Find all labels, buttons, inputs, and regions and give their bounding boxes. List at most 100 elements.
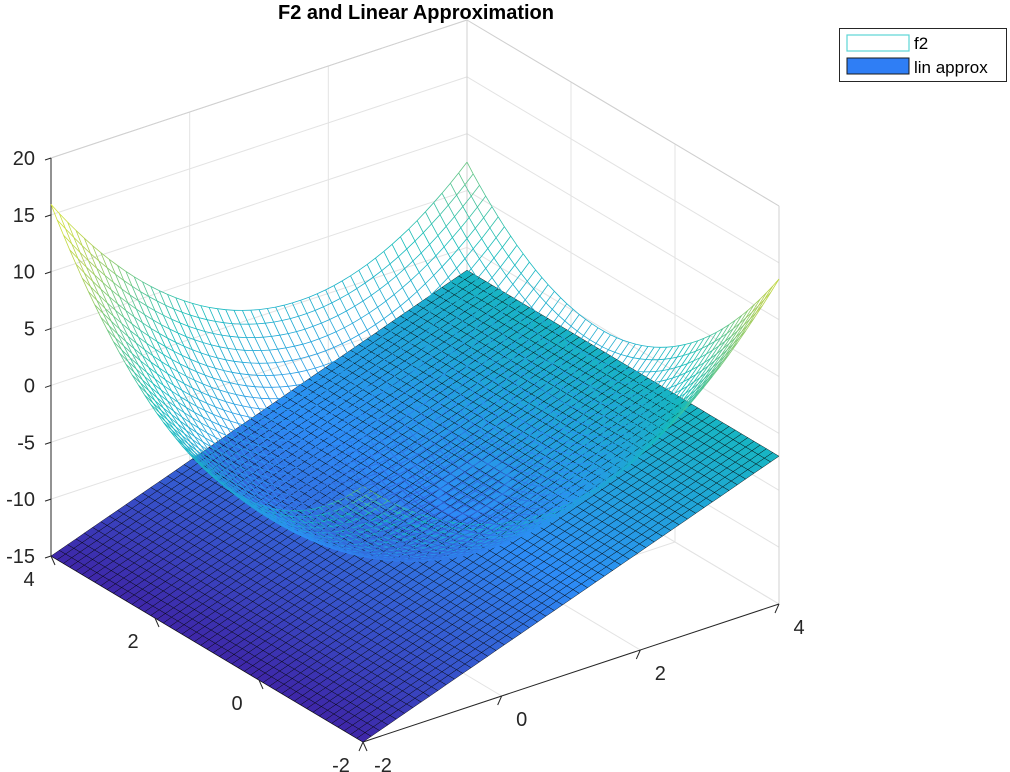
f2-mesh-line (258, 363, 266, 376)
f2-mesh-line (177, 423, 185, 434)
f2-mesh-line (88, 291, 96, 305)
f2-mesh-line (86, 266, 93, 282)
f2-mesh-line (396, 504, 405, 509)
f2-mesh-line (398, 512, 407, 517)
f2-mesh-line (133, 316, 141, 331)
f2-mesh-line (123, 345, 131, 358)
f2-mesh-line (377, 516, 387, 522)
box-edge-1 (466, 19, 780, 207)
f2-mesh-line (248, 374, 256, 387)
f2-mesh-line (81, 245, 89, 261)
f2-mesh-line (770, 278, 780, 293)
f2-mesh-line (208, 307, 216, 322)
f2-mesh-line (131, 353, 139, 366)
f2-mesh-line (194, 436, 202, 446)
f2-mesh-line (158, 394, 166, 405)
f2-mesh-line (231, 323, 239, 338)
f2-mesh-line (65, 228, 73, 245)
f2-mesh-line (441, 531, 451, 534)
f2-mesh-line (651, 424, 661, 435)
f2-mesh-line (283, 515, 291, 517)
f2-mesh-line (718, 333, 728, 347)
f2-mesh-line (231, 372, 239, 385)
f2-mesh-line (181, 416, 189, 428)
f2-mesh-line (88, 260, 96, 276)
f2-mesh-line (367, 504, 376, 510)
f2-mesh-line (697, 353, 707, 367)
gridline-z-right-5 (466, 133, 780, 321)
f2-mesh-line (104, 275, 112, 291)
f2-mesh-line (223, 370, 231, 383)
f2-mesh-line (208, 450, 216, 460)
f2-mesh-line (119, 352, 127, 365)
f2-mesh-line (668, 403, 678, 415)
f2-mesh-line (169, 396, 177, 408)
f2-mesh-line (121, 323, 129, 337)
f2-mesh-line (643, 434, 653, 444)
f2-mesh-line (722, 336, 732, 350)
f2-mesh-line (263, 505, 270, 509)
f2-mesh-line (239, 373, 247, 386)
f2-mesh-line (90, 286, 98, 301)
f2-mesh-line (125, 310, 133, 325)
f2-mesh-line (108, 325, 116, 339)
f2-mesh-line (745, 304, 755, 319)
f2-mesh-line (96, 268, 104, 283)
f2-mesh-line (350, 490, 358, 495)
f2-mesh-line (108, 296, 116, 311)
f2-mesh-line (358, 499, 368, 505)
f2-mesh-line (58, 213, 66, 230)
f2-mesh-line (96, 300, 104, 314)
f2-mesh-line (379, 524, 389, 529)
f2-mesh-line (635, 443, 645, 453)
f2-mesh-line (162, 385, 170, 397)
f2-mesh-line (346, 505, 355, 512)
f2-mesh-line (435, 535, 445, 538)
f2-mesh-line (423, 542, 432, 545)
f2-mesh-line (252, 397, 260, 409)
f2-mesh-line (410, 529, 420, 534)
f2-mesh-line (183, 412, 191, 424)
f2-mesh-line (229, 382, 237, 395)
f2-mesh-line (429, 516, 439, 520)
f2-mesh-line (117, 333, 125, 347)
f2-mesh-line (154, 400, 162, 411)
f2-mesh-line (254, 386, 262, 399)
f2-mesh-line (140, 330, 148, 344)
f2-mesh-line (710, 361, 720, 374)
f2-mesh-line (69, 249, 77, 265)
f2-mesh-line (273, 375, 281, 388)
f2-mesh-line (185, 430, 193, 440)
lin-approx-cell (763, 452, 780, 463)
f2-mesh-line (229, 336, 237, 350)
f2-mesh-line (421, 514, 430, 518)
f2-mesh-line (160, 389, 168, 402)
f2-mesh-line (165, 379, 172, 392)
f2-mesh-line (144, 394, 152, 405)
f2-mesh-line (367, 529, 376, 535)
f2-mesh-line (144, 376, 152, 388)
f2-mesh-line (171, 414, 179, 425)
f2-mesh-line (364, 523, 374, 528)
f2-mesh-line (726, 319, 736, 334)
f2-mesh-line (250, 362, 258, 376)
f2-mesh-line (682, 388, 692, 401)
f2-mesh-line (693, 370, 703, 383)
gridline-z-right-6 (466, 76, 780, 264)
f2-mesh-line (246, 337, 254, 351)
f2-mesh-line (264, 375, 272, 388)
f2-mesh-line (219, 346, 227, 360)
f2-mesh-line (131, 374, 139, 386)
f2-mesh-line (148, 390, 156, 401)
f2-mesh-line (764, 285, 774, 300)
f2-mesh-line (133, 348, 141, 361)
f2-mesh-line (458, 554, 465, 556)
f2-mesh-line (749, 305, 759, 320)
f2-mesh-line (225, 359, 233, 373)
f2-mesh-line (77, 258, 85, 274)
f2-mesh-line (358, 548, 368, 550)
f2-mesh-line (292, 520, 299, 523)
f2-mesh-line (246, 385, 254, 398)
f2-mesh-line (341, 516, 351, 522)
f2-mesh-line (210, 464, 218, 473)
